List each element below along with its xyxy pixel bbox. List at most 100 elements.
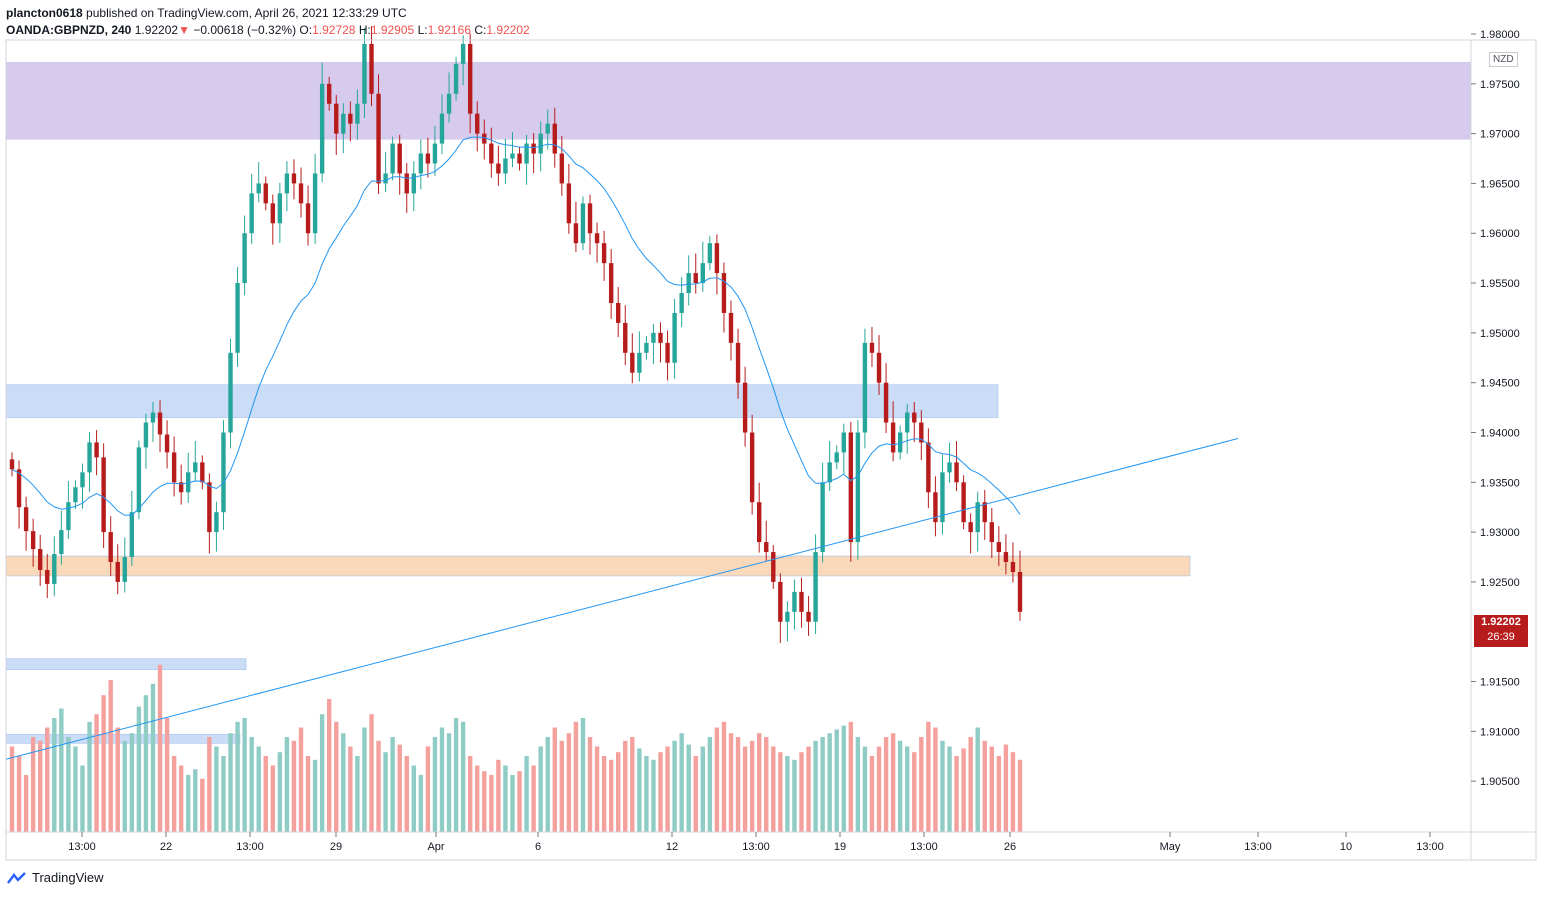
volume-bar [1003, 744, 1009, 832]
candle-body [947, 462, 952, 473]
volume-bar [968, 737, 973, 832]
candle-body [608, 263, 614, 303]
candle-body [305, 203, 311, 234]
candle-body [933, 492, 938, 523]
volume-bar [792, 759, 797, 832]
candle-body [883, 382, 889, 423]
volume-bar [890, 733, 896, 832]
volume-bar [16, 756, 22, 832]
candle-body [221, 432, 226, 513]
price-tick-label: 1.91500 [1480, 677, 1520, 689]
currency-badge[interactable]: NZD [1489, 52, 1518, 67]
volume-bar [157, 664, 163, 832]
volume-bar [919, 737, 924, 832]
volume-bar [637, 748, 642, 832]
candle-body [319, 83, 325, 174]
volume-bar [453, 718, 459, 832]
volume-bar [150, 683, 156, 832]
trendline[interactable] [5, 437, 1239, 760]
volume-bar [728, 733, 734, 832]
candle-body [411, 173, 416, 194]
candle-body [193, 462, 198, 473]
volume-bar [129, 733, 135, 832]
candle-body [876, 352, 882, 383]
volume-bar [996, 756, 1002, 832]
time-axis[interactable]: 13:00 22 13:00 29 Apr 6 12 13:00 19 13:00 26 May 13:… [68, 832, 1444, 853]
price-tag-countdown: 26:39 [1487, 631, 1515, 643]
candle-body [432, 143, 438, 164]
candle-body [869, 342, 875, 353]
volume-bar [376, 740, 381, 832]
candle-body [369, 43, 374, 94]
time-tick-label: 13:00 [1416, 841, 1444, 853]
volume-bar [876, 746, 882, 832]
volume-bar [467, 756, 473, 832]
candle-body [122, 557, 127, 582]
volume-bar [820, 737, 825, 832]
candle-body [157, 412, 163, 435]
footer-brand[interactable]: TradingView [6, 870, 104, 885]
volume-bar [171, 756, 177, 832]
volume-bar [587, 737, 593, 832]
price-tick-label: 1.93500 [1480, 477, 1520, 489]
volume-bar [432, 737, 438, 832]
candle-body [136, 447, 142, 513]
volume-bar [827, 733, 832, 832]
time-tick-label: 12 [666, 841, 678, 853]
candle-body [214, 512, 219, 533]
candle-body [792, 591, 797, 612]
candle-body [482, 133, 487, 144]
volume-bar [94, 714, 99, 832]
price-tick-label: 1.97000 [1480, 129, 1520, 141]
volume-bar [369, 714, 374, 832]
candle-body [764, 542, 769, 553]
candle-body [66, 502, 71, 531]
candle-body [545, 123, 550, 134]
candle-body [453, 63, 459, 94]
volume-bar [439, 727, 445, 832]
author-name[interactable]: plancton0618 [6, 6, 83, 20]
price-tick-label: 1.96000 [1480, 228, 1520, 240]
volume-bar [672, 740, 677, 832]
candle-body [291, 173, 297, 184]
symbol-label[interactable]: OANDA:GBPNZD, 240 [6, 23, 132, 37]
candle-body [940, 472, 945, 523]
candle-body [630, 352, 635, 373]
candle-body [397, 143, 402, 174]
price-tick-label: 1.91000 [1480, 726, 1520, 738]
volume-bar [940, 740, 945, 832]
volume-bar [277, 752, 283, 832]
volume-bar [975, 727, 980, 832]
tradingview-logo-icon [7, 871, 26, 884]
price-tick-label: 1.95000 [1480, 328, 1520, 340]
volume-bar [37, 740, 43, 832]
candle-body [700, 263, 705, 284]
candle-body [968, 522, 973, 533]
volume-bar [686, 744, 691, 832]
volume-bar [742, 746, 748, 832]
price-tick-label: 1.94000 [1480, 427, 1520, 439]
candle-body [277, 193, 283, 224]
candle-body [186, 472, 191, 493]
candle-body [418, 153, 424, 174]
candle-body [601, 243, 607, 264]
price-axis[interactable]: 1.98000 1.97500 1.97000 1.96500 1.96000 1.955… [1471, 29, 1520, 788]
chart-frame [5, 39, 1537, 861]
candle-body [552, 123, 557, 154]
volume-bar [869, 756, 875, 832]
candle-body [855, 432, 861, 543]
volume-bar [341, 733, 346, 832]
volume-bar [573, 721, 579, 832]
volume-bar [855, 737, 861, 832]
open-value: 1.92728 [312, 23, 356, 37]
candle-body [475, 113, 480, 134]
volume-bar [813, 740, 818, 832]
volume-bar [630, 737, 635, 832]
candle-body [926, 442, 931, 493]
candle-body [362, 43, 367, 104]
time-tick-label: 13:00 [68, 841, 96, 853]
candle-body [566, 183, 572, 224]
candle-body [30, 531, 36, 550]
candle-body [919, 422, 924, 443]
